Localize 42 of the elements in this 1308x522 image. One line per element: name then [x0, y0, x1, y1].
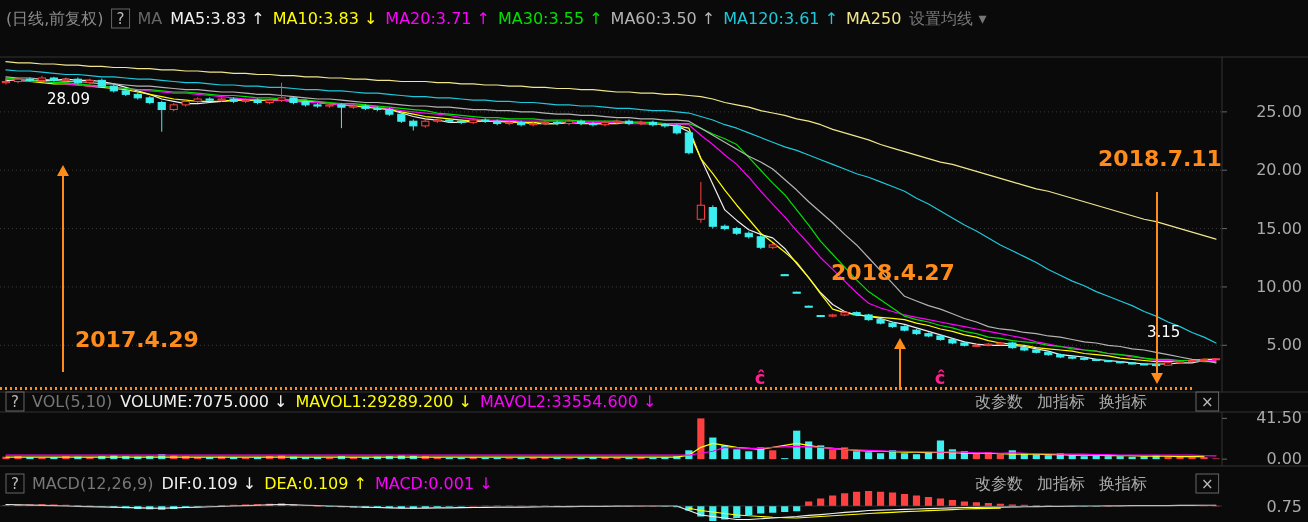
annotation: 加指标: [1037, 474, 1085, 493]
annotation: 改参数: [975, 474, 1023, 493]
text: MA: [137, 9, 163, 28]
y-tick-label: 20.00: [1256, 160, 1302, 180]
annotation: 换指标: [1099, 474, 1147, 493]
text: ?: [11, 393, 19, 411]
annotation: 2018.7.11: [1098, 146, 1222, 171]
chart-title: MACD(12,26,9): [31, 474, 154, 493]
series-label: MACD:0.001 ↓: [374, 474, 493, 493]
text: MA120:3.61 ↑: [723, 9, 839, 28]
y-tick-label: 25.00: [1256, 101, 1302, 121]
text: MAVOL2:33554.600 ↓: [479, 392, 657, 411]
text: 设置均线 ▾: [909, 9, 987, 28]
y-tick-label: 10.00: [1256, 276, 1302, 296]
text: MA250: [846, 9, 902, 28]
y-tick-label: 5.00: [1266, 335, 1302, 355]
y-tick-label: 0.00: [1266, 449, 1302, 469]
annotation: ĉ: [754, 367, 766, 388]
chart-title: VOL(5,10): [31, 392, 113, 411]
text: MA60:3.50 ↑: [610, 9, 716, 28]
text: MA10:3.83 ↓: [272, 9, 378, 28]
annotation: 加指标: [1037, 392, 1085, 411]
annotation: ?: [11, 475, 19, 493]
y-tick-label: 15.00: [1256, 218, 1302, 238]
text: DEA:0.109 ↑: [264, 474, 367, 493]
chart-subtitle: (日线,前复权): [6, 9, 104, 28]
annotation: ×: [1201, 475, 1214, 493]
text: VOLUME:7075.000 ↓: [120, 392, 288, 411]
annotation: 改参数: [975, 392, 1023, 411]
annotation: 换指标: [1099, 392, 1147, 411]
text: ×: [1201, 393, 1214, 411]
text: ?: [116, 10, 125, 28]
text: MAVOL1:29289.200 ↓: [295, 392, 472, 411]
text: MA30:3.55 ↑: [497, 9, 603, 28]
annotation: 28.09: [47, 89, 90, 108]
annotation: ĉ: [934, 367, 946, 388]
annotation: 2017.4.29: [75, 327, 199, 352]
y-tick-label: 41.50: [1256, 408, 1302, 428]
text: 0.75: [1266, 497, 1302, 516]
text: MA20:3.71 ↑: [385, 9, 490, 28]
text: MA5:3.83 ↑: [170, 9, 265, 28]
series-label: DIF:0.109 ↓: [161, 474, 257, 493]
